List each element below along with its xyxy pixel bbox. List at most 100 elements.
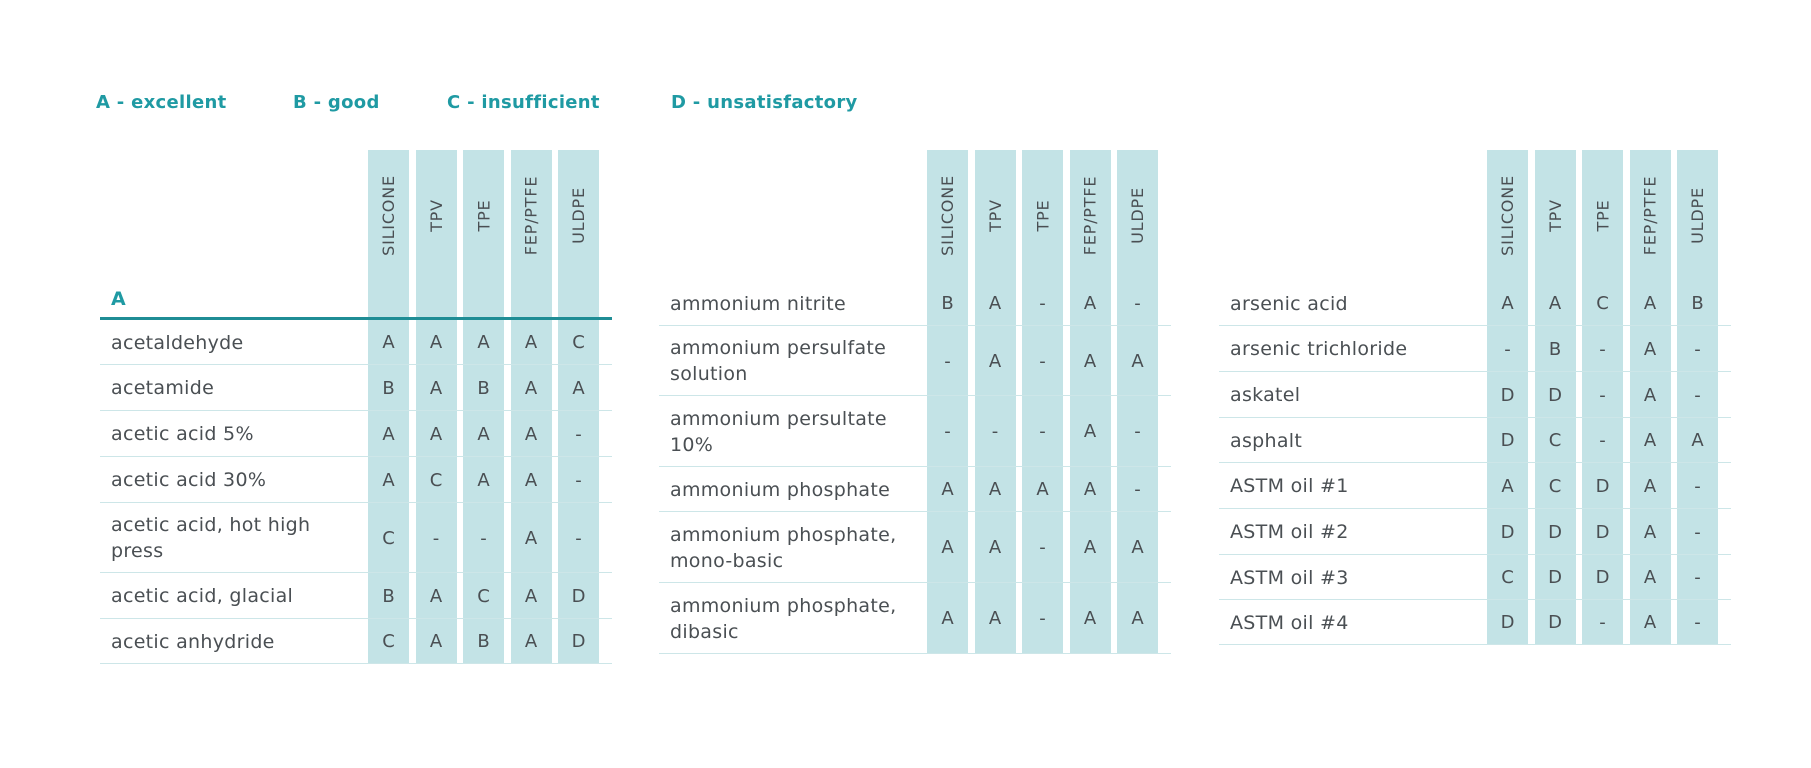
table-row: askatel D D - A - <box>1219 372 1731 418</box>
rating-cell: - <box>1039 421 1046 442</box>
row-divider <box>100 456 612 457</box>
row-divider <box>100 572 612 573</box>
rating-cell: B <box>1691 293 1704 314</box>
column-header: ULDPE <box>558 150 599 281</box>
rating-cell: C <box>572 332 585 353</box>
column-header-label: SILICONE <box>1498 175 1518 256</box>
row-divider <box>1219 325 1731 326</box>
column-background <box>1117 150 1158 654</box>
rating-cell: A <box>429 631 443 652</box>
chemical-name: asphalt <box>1230 429 1303 452</box>
rating-cell: D <box>571 631 586 652</box>
rating-cell: - <box>1694 567 1701 588</box>
table-row: ASTM oil #4 D D - A - <box>1219 600 1731 645</box>
row-divider <box>1219 371 1731 372</box>
rating-cell: A <box>382 423 395 445</box>
table-row: asphalt D C - A A <box>1219 418 1731 463</box>
table-row: acetamide B A B A A <box>100 365 612 411</box>
rating-cell: A <box>1643 384 1657 406</box>
rating-cell: D <box>1548 384 1562 406</box>
rating-cell: A <box>524 332 538 353</box>
column-background <box>1022 150 1063 654</box>
column-header-label: SILICONE <box>938 175 958 256</box>
rating-cell: - <box>944 350 951 372</box>
chemical-name: acetic acid, hot high press <box>111 514 311 562</box>
rating-cell: - <box>480 527 487 549</box>
rating-cell: - <box>1039 350 1046 372</box>
rating-cell: - <box>1599 430 1606 451</box>
rating-cell: A <box>988 479 1002 500</box>
column-header-label: TPE <box>474 199 493 232</box>
chemical-name: ammonium nitrite <box>670 292 846 315</box>
rating-cell: A <box>477 423 490 445</box>
rating-cell: A <box>1501 475 1514 497</box>
legend-excellent: A - excellent <box>96 92 227 113</box>
rating-cell: A <box>941 608 954 629</box>
rating-cell: A <box>429 377 443 399</box>
column-header-label: FEP/PTFE <box>1640 175 1660 256</box>
rating-cell: A <box>1083 608 1097 629</box>
rating-cell: A <box>1083 293 1097 314</box>
row-divider <box>1219 462 1731 463</box>
rating-cell: D <box>1595 475 1610 497</box>
row-divider <box>100 364 612 365</box>
rating-cell: - <box>1039 537 1046 558</box>
rating-cell: A <box>988 537 1002 558</box>
rating-cell: - <box>1694 475 1701 497</box>
column-header: ULDPE <box>1677 150 1718 281</box>
column-header-label: TPE <box>1593 199 1612 232</box>
row-divider <box>659 511 1171 512</box>
column-background <box>368 150 409 664</box>
rating-cell: A <box>1643 430 1657 451</box>
rating-cell: A <box>524 585 538 607</box>
rating-cell: D <box>1500 384 1515 406</box>
rating-cell: A <box>524 469 538 491</box>
row-divider <box>100 618 612 619</box>
rating-cell: C <box>382 527 395 549</box>
rating-cell: D <box>1548 521 1562 543</box>
section-divider <box>100 317 612 320</box>
table-row: acetaldehyde A A A A C <box>100 320 612 365</box>
column-header-label: ULDPE <box>569 187 589 244</box>
chemical-name: ammonium phosphate, mono-basic <box>670 523 897 572</box>
row-divider <box>659 395 1171 396</box>
rating-cell: A <box>1131 537 1144 558</box>
row-divider <box>659 466 1171 467</box>
row-divider <box>100 502 612 503</box>
rating-cell: - <box>432 527 440 549</box>
rating-cell: C <box>1548 430 1562 451</box>
rating-cell: A <box>941 479 954 500</box>
column-background <box>927 150 968 654</box>
row-divider <box>659 582 1171 583</box>
column-background <box>1534 150 1576 645</box>
chemical-name: ammonium phosphate, dibasic <box>670 594 897 643</box>
rating-cell: D <box>1595 567 1610 588</box>
row-divider <box>100 663 612 664</box>
table-row: ammonium persultate 10% - - - A - <box>659 396 1171 467</box>
section-letter: A <box>111 288 126 310</box>
rating-cell: - <box>575 469 582 491</box>
chemical-name: ammonium persultate 10% <box>670 407 887 456</box>
rating-cell: A <box>572 377 585 399</box>
column-background <box>510 150 552 664</box>
chemical-name: acetic anhydride <box>111 630 275 653</box>
column-header-label: FEP/PTFE <box>1080 175 1100 256</box>
rating-cell: B <box>941 293 954 314</box>
rating-cell: - <box>575 527 582 549</box>
column-header: SILICONE <box>1487 150 1528 281</box>
rating-cell: - <box>944 421 951 442</box>
column-background <box>463 150 504 664</box>
compatibility-table-3: SILICONE TPV TPE FEP/PTFE ULDPE arsenic acid A… <box>1219 150 1731 660</box>
table-row: arsenic acid A A C A B <box>1219 281 1731 326</box>
column-header: TPV <box>416 150 457 281</box>
rating-cell: D <box>1595 521 1610 543</box>
table-row: arsenic trichloride - B - A - <box>1219 326 1731 372</box>
column-header: FEP/PTFE <box>1070 150 1111 281</box>
chemical-name: ASTM oil #1 <box>1230 475 1349 497</box>
rating-cell: A <box>382 332 395 353</box>
chemical-name: arsenic acid <box>1230 292 1348 315</box>
chemical-name: ammonium phosphate <box>670 478 891 501</box>
legend-good: B - good <box>293 92 380 113</box>
column-header: TPV <box>975 150 1016 281</box>
rating-cell: A <box>988 350 1002 372</box>
